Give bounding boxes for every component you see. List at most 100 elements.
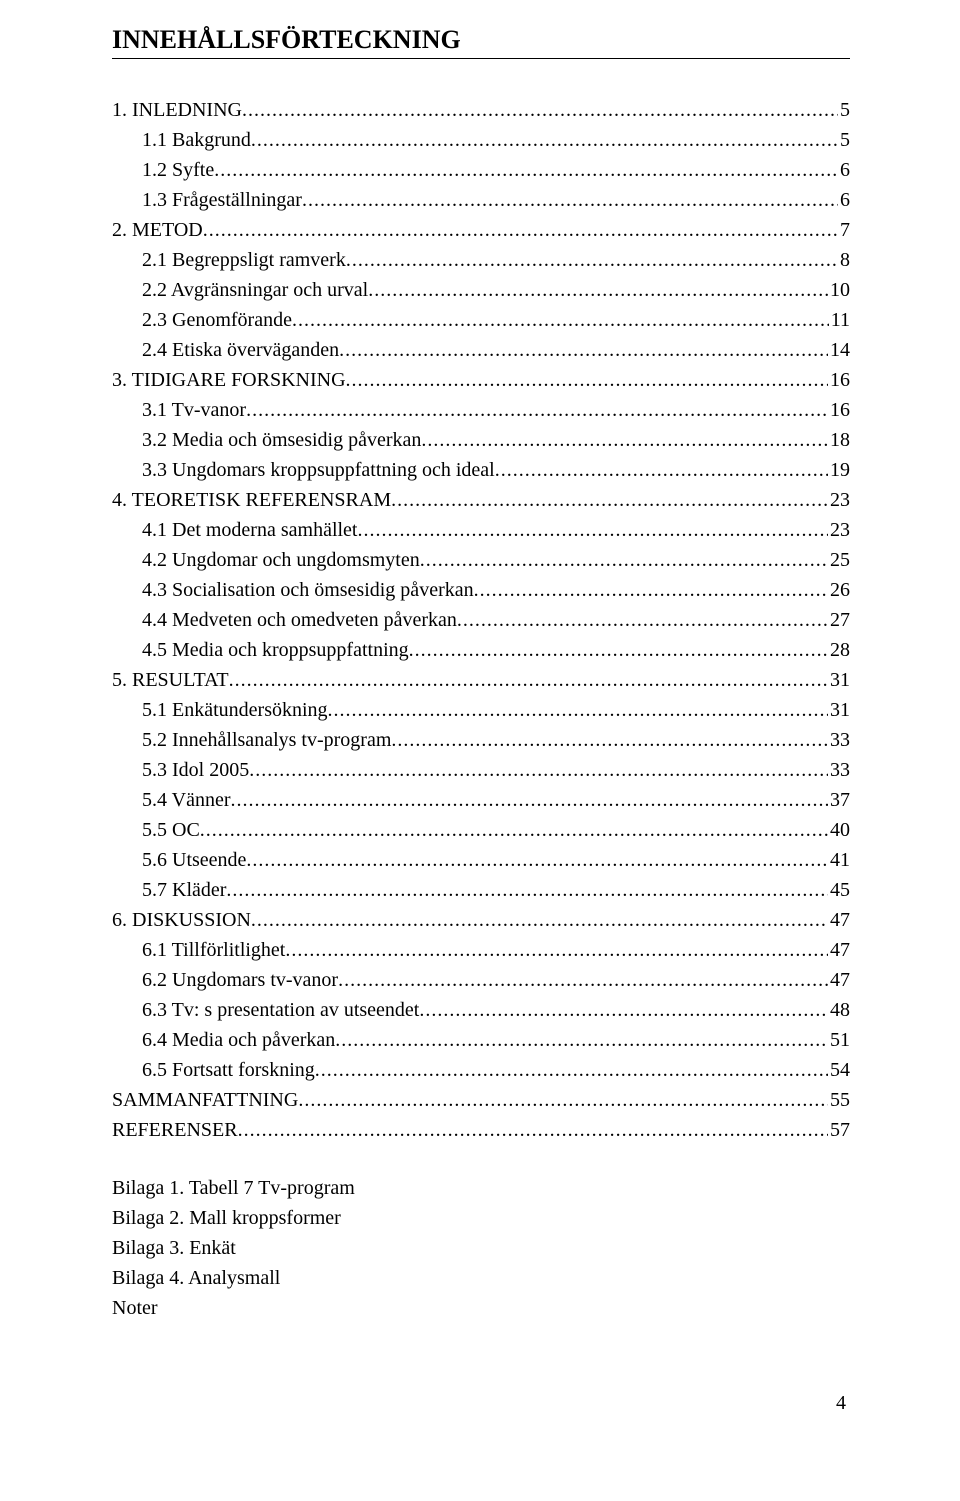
toc-leader-dots bbox=[229, 665, 828, 695]
toc-label: 4.1 Det moderna samhället bbox=[142, 515, 358, 545]
appendix-item: Bilaga 2. Mall kroppsformer bbox=[112, 1203, 850, 1233]
appendix-item: Bilaga 1. Tabell 7 Tv-program bbox=[112, 1173, 850, 1203]
appendix-list: Bilaga 1. Tabell 7 Tv-programBilaga 2. M… bbox=[112, 1173, 850, 1323]
toc-page: 33 bbox=[828, 755, 850, 785]
toc-leader-dots bbox=[335, 1025, 828, 1055]
toc-entry: 3.2 Media och ömsesidig påverkan 18 bbox=[112, 425, 850, 455]
toc-page: 10 bbox=[828, 275, 850, 305]
toc-page: 51 bbox=[828, 1025, 850, 1055]
toc-entry: 1.3 Frågeställningar6 bbox=[112, 185, 850, 215]
toc-entry: 2.2 Avgränsningar och urval 10 bbox=[112, 275, 850, 305]
toc-page: 23 bbox=[828, 515, 850, 545]
toc-leader-dots bbox=[368, 275, 828, 305]
toc-entry: 5.3 Idol 200533 bbox=[112, 755, 850, 785]
toc-entry: 6.2 Ungdomars tv-vanor 47 bbox=[112, 965, 850, 995]
appendix-item: Noter bbox=[112, 1293, 850, 1323]
toc-label: 6.1 Tillförlitlighet bbox=[142, 935, 285, 965]
toc-page: 7 bbox=[838, 215, 850, 245]
toc-label: 6.2 Ungdomars tv-vanor bbox=[142, 965, 338, 995]
toc-page: 48 bbox=[828, 995, 850, 1025]
toc-leader-dots bbox=[474, 575, 828, 605]
toc-leader-dots bbox=[246, 845, 828, 875]
toc-entry: REFERENSER 57 bbox=[112, 1115, 850, 1145]
toc-page: 26 bbox=[828, 575, 850, 605]
toc-entry: 2.3 Genomförande 11 bbox=[112, 305, 850, 335]
page: INNEHÅLLSFÖRTECKNING 1. INLEDNING 51.1 B… bbox=[0, 0, 960, 1501]
toc-entry: 3.3 Ungdomars kroppsuppfattning och idea… bbox=[112, 455, 850, 485]
toc-page: 47 bbox=[828, 905, 850, 935]
appendix-item: Bilaga 3. Enkät bbox=[112, 1233, 850, 1263]
toc-leader-dots bbox=[203, 215, 838, 245]
toc-entry: 2.4 Etiska överväganden14 bbox=[112, 335, 850, 365]
toc-label: 4.4 Medveten och omedveten påverkan bbox=[142, 605, 457, 635]
toc-leader-dots bbox=[251, 125, 838, 155]
toc-page: 16 bbox=[828, 365, 850, 395]
toc-entry: 5.1 Enkätundersökning31 bbox=[112, 695, 850, 725]
toc-label: 6. DISKUSSION bbox=[112, 905, 251, 935]
toc-page: 54 bbox=[828, 1055, 850, 1085]
toc-page: 16 bbox=[828, 395, 850, 425]
toc-entry: 1.1 Bakgrund5 bbox=[112, 125, 850, 155]
toc-leader-dots bbox=[298, 1085, 828, 1115]
toc-entry: 5.6 Utseende 41 bbox=[112, 845, 850, 875]
toc-leader-dots bbox=[420, 545, 828, 575]
toc-page: 31 bbox=[828, 695, 850, 725]
toc-label: 5.6 Utseende bbox=[142, 845, 246, 875]
toc-leader-dots bbox=[391, 485, 828, 515]
toc-page: 40 bbox=[828, 815, 850, 845]
toc-label: 4.2 Ungdomar och ungdomsmyten bbox=[142, 545, 420, 575]
toc-label: 3.2 Media och ömsesidig påverkan bbox=[142, 425, 421, 455]
toc-page: 28 bbox=[828, 635, 850, 665]
toc-container: 1. INLEDNING 51.1 Bakgrund51.2 Syfte61.3… bbox=[112, 95, 850, 1145]
toc-page: 27 bbox=[828, 605, 850, 635]
toc-leader-dots bbox=[457, 605, 828, 635]
toc-entry: 6.3 Tv: s presentation av utseendet 48 bbox=[112, 995, 850, 1025]
toc-page: 6 bbox=[838, 185, 850, 215]
toc-label: 4.5 Media och kroppsuppfattning bbox=[142, 635, 409, 665]
toc-leader-dots bbox=[495, 455, 828, 485]
toc-leader-dots bbox=[292, 305, 829, 335]
toc-leader-dots bbox=[346, 365, 828, 395]
toc-leader-dots bbox=[419, 995, 828, 1025]
toc-page: 33 bbox=[828, 725, 850, 755]
toc-leader-dots bbox=[285, 935, 828, 965]
toc-entry: 6.1 Tillförlitlighet47 bbox=[112, 935, 850, 965]
toc-label: 2.2 Avgränsningar och urval bbox=[142, 275, 368, 305]
toc-label: 1.2 Syfte bbox=[142, 155, 214, 185]
toc-label: 4.3 Socialisation och ömsesidig påverkan bbox=[142, 575, 474, 605]
toc-page: 5 bbox=[838, 95, 850, 125]
toc-leader-dots bbox=[358, 515, 829, 545]
toc-page: 19 bbox=[828, 455, 850, 485]
toc-page: 41 bbox=[828, 845, 850, 875]
toc-page: 11 bbox=[829, 305, 850, 335]
toc-entry: 6.4 Media och påverkan 51 bbox=[112, 1025, 850, 1055]
toc-label: 5.5 OC bbox=[142, 815, 200, 845]
toc-leader-dots bbox=[315, 1055, 828, 1085]
toc-entry: 4.1 Det moderna samhället 23 bbox=[112, 515, 850, 545]
toc-page: 6 bbox=[838, 155, 850, 185]
toc-entry: 6.5 Fortsatt forskning54 bbox=[112, 1055, 850, 1085]
toc-page: 47 bbox=[828, 965, 850, 995]
toc-entry: SAMMANFATTNING 55 bbox=[112, 1085, 850, 1115]
toc-entry: 5. RESULTAT 31 bbox=[112, 665, 850, 695]
toc-entry: 3. TIDIGARE FORSKNING 16 bbox=[112, 365, 850, 395]
toc-label: 6.3 Tv: s presentation av utseendet bbox=[142, 995, 419, 1025]
toc-page: 18 bbox=[828, 425, 850, 455]
toc-label: SAMMANFATTNING bbox=[112, 1085, 298, 1115]
toc-label: 2.3 Genomförande bbox=[142, 305, 292, 335]
toc-leader-dots bbox=[328, 695, 828, 725]
toc-page: 14 bbox=[828, 335, 850, 365]
toc-entry: 2. METOD 7 bbox=[112, 215, 850, 245]
toc-leader-dots bbox=[338, 965, 828, 995]
toc-label: 4. TEORETISK REFERENSRAM bbox=[112, 485, 391, 515]
toc-entry: 4.5 Media och kroppsuppfattning 28 bbox=[112, 635, 850, 665]
toc-leader-dots bbox=[421, 425, 828, 455]
toc-leader-dots bbox=[200, 815, 828, 845]
toc-page: 31 bbox=[828, 665, 850, 695]
toc-label: 2.1 Begreppsligt ramverk bbox=[142, 245, 346, 275]
toc-label: 6.4 Media och påverkan bbox=[142, 1025, 335, 1055]
toc-page: 57 bbox=[828, 1115, 850, 1145]
toc-leader-dots bbox=[346, 245, 838, 275]
page-number: 4 bbox=[836, 1392, 846, 1415]
page-title: INNEHÅLLSFÖRTECKNING bbox=[112, 25, 850, 59]
